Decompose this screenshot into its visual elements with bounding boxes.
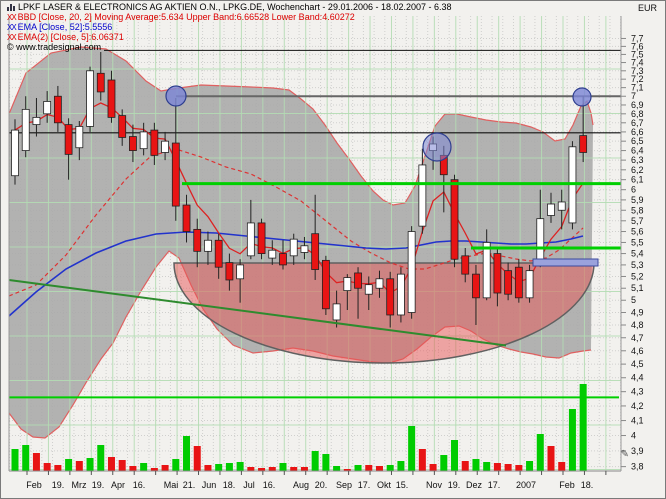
date-tick-label: 16. <box>263 480 276 490</box>
date-tick-label: 15. <box>396 480 409 490</box>
annotation-green-lines[interactable] <box>8 182 621 399</box>
ema52-line <box>8 231 584 317</box>
price-tick-label: 4,5 <box>631 359 644 369</box>
price-tick-label: 6,3 <box>631 155 644 165</box>
price-tick-label: 5,1 <box>631 283 644 293</box>
price-tick-label: 5,5 <box>631 237 644 247</box>
price-tick-label: 4,2 <box>631 401 644 411</box>
chart-icon <box>7 3 15 11</box>
price-tick-label: 7,7 <box>631 33 644 43</box>
date-tick-label: Jun <box>202 480 217 490</box>
price-tick-label: 7,2 <box>631 74 644 84</box>
date-tick-label: 16. <box>133 480 146 490</box>
price-tick-label: 7,5 <box>631 49 644 59</box>
volume-series <box>11 384 587 471</box>
price-tick-label: 4,7 <box>631 333 644 343</box>
date-tick-label: 2007 <box>516 480 536 490</box>
annotation-circle[interactable] <box>572 87 592 107</box>
pencil-edit-icon[interactable]: ✎ <box>620 449 629 460</box>
price-tick-label: 4 <box>631 431 636 441</box>
annotation-circle[interactable] <box>165 85 187 107</box>
price-tick-label: 4,4 <box>631 373 644 383</box>
price-tick-label: 4,1 <box>631 416 644 426</box>
date-tick-label: Feb <box>559 480 575 490</box>
date-tick-label: Dez <box>466 480 483 490</box>
date-tick-label: 17. <box>488 480 501 490</box>
annotation-trendline[interactable] <box>8 278 507 347</box>
price-tick-label: 6,5 <box>631 136 644 146</box>
date-tick-label: Aug <box>293 480 309 490</box>
price-tick-label: 6,7 <box>631 118 644 128</box>
date-tick-label: Mai <box>164 480 179 490</box>
legend-item-ema52[interactable]: XX EMA [Close, 52]:5.5556 <box>7 22 113 32</box>
date-tick-label: 19. <box>448 480 461 490</box>
chart-header: LPKF LASER & ELECTRONICS AG AKTIEN O.N.,… <box>7 2 452 52</box>
price-tick-label: 6,4 <box>631 146 644 156</box>
price-tick-label: 7,1 <box>631 83 644 93</box>
price-tick-label: 7,3 <box>631 66 644 76</box>
price-tick-label: 3,9 <box>631 446 644 456</box>
price-tick-label: 5,3 <box>631 260 644 270</box>
price-tick-label: 6,9 <box>631 100 644 110</box>
price-tick-label: 6,1 <box>631 175 644 185</box>
annotation-hlines[interactable] <box>9 49 621 134</box>
price-tick-label: 5 <box>631 295 636 305</box>
indicator-icon: XX <box>7 13 17 22</box>
currency-label: EUR <box>637 3 657 13</box>
price-tick-label: 7 <box>631 91 636 101</box>
price-tick-label: 5,8 <box>631 205 644 215</box>
date-tick-label: 20. <box>315 480 328 490</box>
price-tick-label: 5,6 <box>631 227 644 237</box>
price-tick-label: 4,3 <box>631 387 644 397</box>
candlestick-series <box>11 51 588 328</box>
date-tick-label: 21. <box>183 480 196 490</box>
sma20-line <box>8 148 584 297</box>
price-tick-label: 6,6 <box>631 127 644 137</box>
price-tick-label: 7,4 <box>631 58 644 68</box>
price-tick-label: 5,7 <box>631 216 644 226</box>
date-tick-label: 19. <box>52 480 65 490</box>
date-tick-label: 17. <box>358 480 371 490</box>
legend-item-bbd[interactable]: XX BBD [Close, 20, 2] Moving Average:5.63… <box>7 12 355 22</box>
date-tick-label: 18. <box>581 480 594 490</box>
date-tick-label: Nov <box>426 480 443 490</box>
price-axis[interactable]: 3,8 3,9 4 4,1 4,2 4,3 4,4 4,5 4,6 4,7 4,8 4,9 5 5,1 5,… <box>621 33 644 472</box>
copyright: © www.tradesignal.com <box>7 42 102 52</box>
date-tick-label: Jul <box>243 480 255 490</box>
indicator-icon: XX <box>7 23 17 32</box>
price-tick-label: 5,4 <box>631 249 644 259</box>
price-tick-label: 3,8 <box>631 462 644 472</box>
price-tick-label: 6,2 <box>631 165 644 175</box>
annotation-blue-bar[interactable] <box>532 258 599 267</box>
price-tick-label: 4,8 <box>631 320 644 330</box>
date-tick-label: 18. <box>223 480 236 490</box>
price-tick-label: 5,9 <box>631 195 644 205</box>
indicator-icon: XX <box>7 33 17 42</box>
time-axis[interactable]: Feb 19. Mrz 19. Apr 16. Mai 21. Jun 18. Jul 16. Aug 2… <box>26 471 607 490</box>
chart-title: LPKF LASER & ELECTRONICS AG AKTIEN O.N.,… <box>7 2 452 12</box>
price-tick-label: 5,2 <box>631 271 644 281</box>
date-tick-label: Sep <box>336 480 352 490</box>
price-tick-label: 4,6 <box>631 346 644 356</box>
date-tick-label: Feb <box>26 480 42 490</box>
price-tick-label: 7,6 <box>631 41 644 51</box>
legend-item-ema5[interactable]: XX EMA(2) [Close, 5]:6.06371 <box>7 32 124 42</box>
price-tick-label: 4,9 <box>631 307 644 317</box>
annotation-circle[interactable] <box>422 132 452 162</box>
price-tick-label: 6 <box>631 185 636 195</box>
date-tick-label: Mrz <box>72 480 87 490</box>
date-tick-label: Apr <box>111 480 125 490</box>
price-tick-label: 6,8 <box>631 109 644 119</box>
date-tick-label: Okt <box>377 480 392 490</box>
date-tick-label: 19. <box>92 480 105 490</box>
